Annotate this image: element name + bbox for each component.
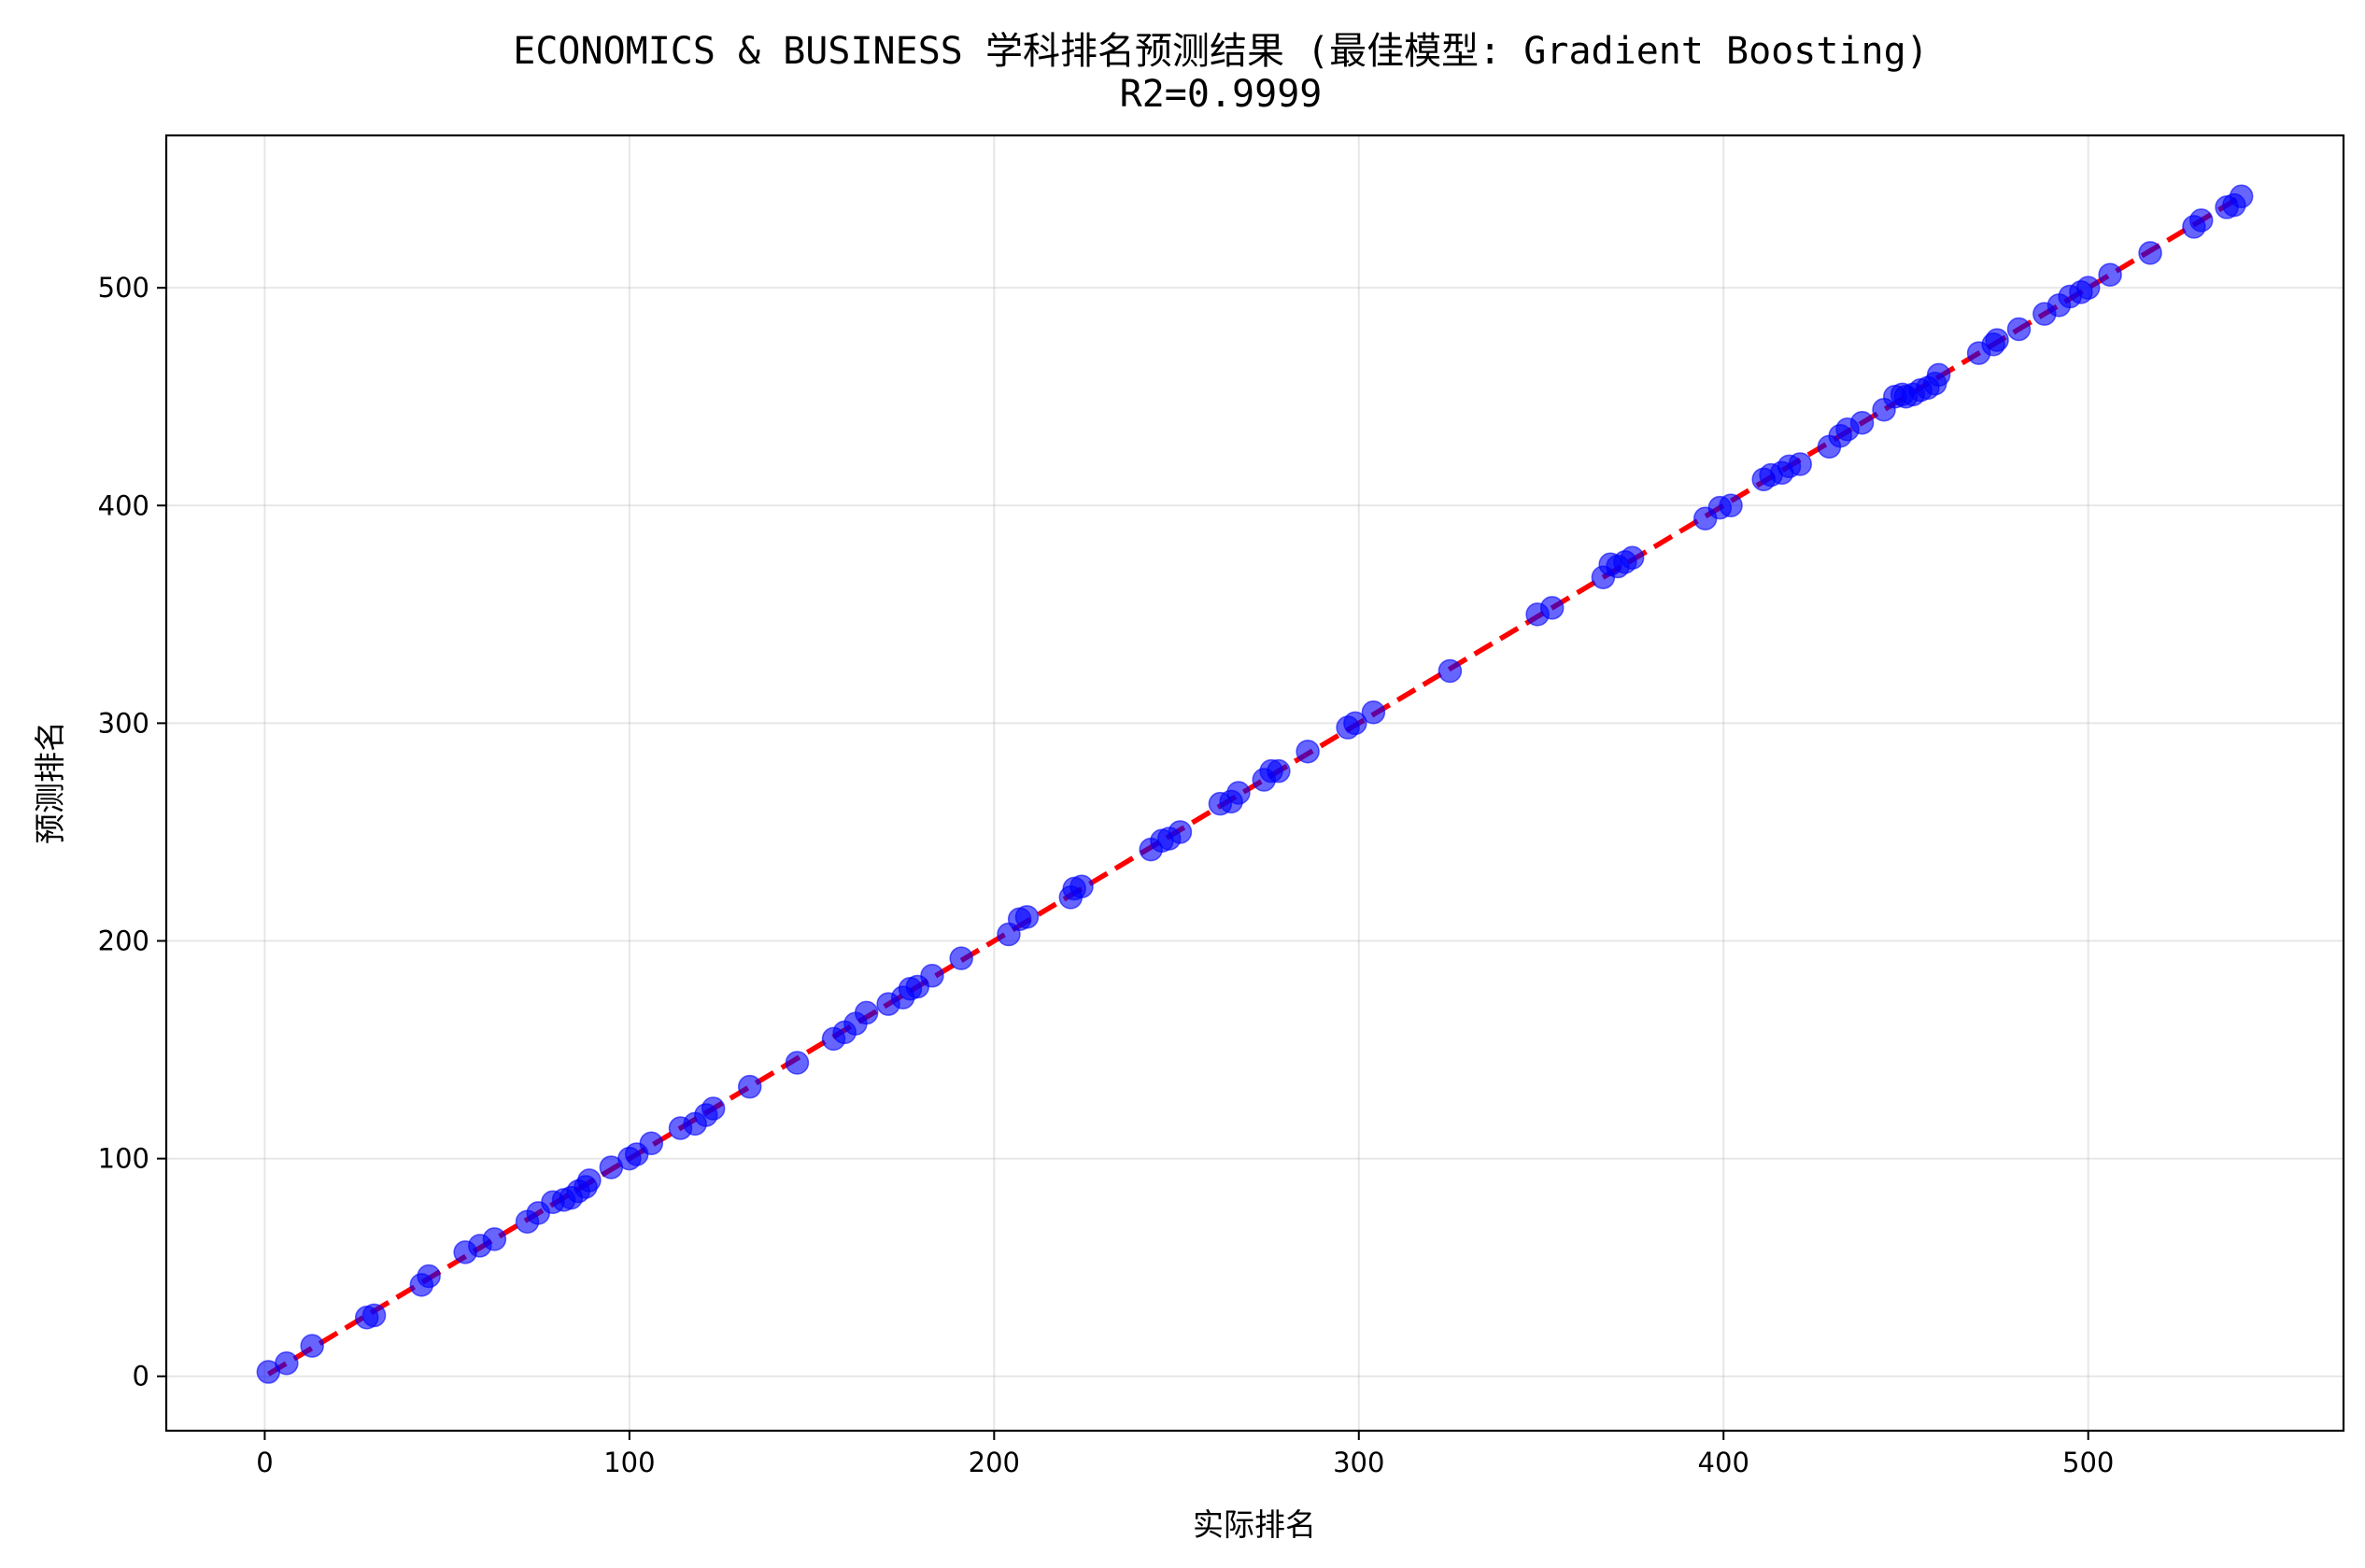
chart-title: ECONOMICS & BUSINESS 学科排名预测结果 (最佳模型: Gra… bbox=[513, 30, 1929, 73]
scatter-point bbox=[1168, 820, 1193, 844]
grid-lines bbox=[166, 135, 2344, 1431]
scatter-point bbox=[2188, 208, 2214, 233]
y-tick-label: 300 bbox=[98, 707, 149, 739]
x-tick-label: 200 bbox=[969, 1447, 1020, 1478]
scatter-point bbox=[701, 1096, 726, 1121]
y-axis-label: 预测排名 bbox=[32, 721, 68, 844]
scatter-point bbox=[1069, 874, 1094, 898]
x-axis-label: 实际排名 bbox=[1193, 1506, 1316, 1543]
scatter-points bbox=[256, 184, 2254, 1384]
x-tick-label: 400 bbox=[1698, 1447, 1749, 1478]
scatter-point bbox=[1788, 452, 1812, 476]
scatter-point bbox=[949, 946, 973, 970]
scatter-point bbox=[361, 1303, 387, 1328]
chart-subtitle: R2=0.9999 bbox=[1120, 73, 1323, 116]
scatter-point bbox=[1343, 711, 1367, 736]
scatter-point bbox=[1437, 658, 1463, 684]
scatter-point bbox=[1985, 328, 2009, 352]
x-tick-label: 0 bbox=[256, 1447, 273, 1478]
scatter-point bbox=[1296, 739, 1320, 764]
scatter-point bbox=[1620, 545, 1645, 570]
scatter-point bbox=[275, 1350, 299, 1376]
scatter-point bbox=[2006, 317, 2032, 342]
x-tick-label: 300 bbox=[1333, 1447, 1384, 1478]
scatter-point bbox=[300, 1334, 324, 1358]
scatter-point bbox=[785, 1051, 810, 1075]
scatter-point bbox=[2098, 262, 2122, 287]
x-tick-label: 100 bbox=[603, 1447, 655, 1478]
scatter-point bbox=[1539, 596, 1565, 620]
scatter-point bbox=[482, 1227, 507, 1251]
y-tick-label: 200 bbox=[98, 925, 149, 957]
scatter-point bbox=[2075, 275, 2101, 300]
axis-ticks: 0 100 200 300 400 500 0 100 200 300 400 500 bbox=[98, 272, 2115, 1478]
y-tick-label: 400 bbox=[98, 489, 149, 521]
scatter-point bbox=[854, 1000, 879, 1025]
y-tick-label: 100 bbox=[98, 1143, 149, 1175]
y-tick-label: 500 bbox=[98, 272, 149, 304]
scatter-point bbox=[1719, 493, 1743, 518]
scatter-point bbox=[417, 1264, 441, 1289]
scatter-point bbox=[1226, 781, 1251, 805]
scatter-point bbox=[577, 1168, 602, 1193]
y-tick-label: 0 bbox=[133, 1361, 149, 1392]
x-tick-label: 500 bbox=[2062, 1447, 2114, 1478]
scatter-point bbox=[1267, 758, 1291, 784]
scatter-point bbox=[1361, 699, 1386, 725]
scatter-point bbox=[639, 1131, 664, 1156]
scatter-point bbox=[2138, 241, 2162, 265]
scatter-point bbox=[1014, 905, 1040, 929]
plot-frame bbox=[164, 134, 2345, 1433]
scatter-point bbox=[920, 964, 944, 988]
scatter-point bbox=[1849, 410, 1875, 435]
scatter-point bbox=[1926, 362, 1951, 388]
scatter-point bbox=[2229, 184, 2254, 209]
scatter-point bbox=[737, 1074, 762, 1099]
